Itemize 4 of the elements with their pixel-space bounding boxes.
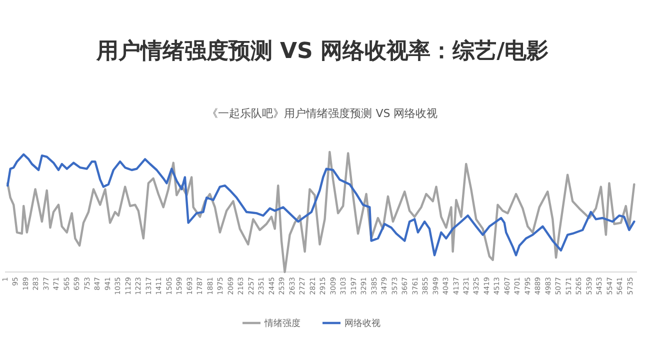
chart-title: 用户情绪强度预测 VS 网络收视率：综艺/电影: [95, 38, 549, 64]
legend-label: 网络收视: [344, 318, 380, 329]
legend-label: 情绪强度: [264, 318, 300, 329]
chart-subtitle: 《一起乐队吧》用户情绪强度预测 VS 网络收视: [207, 107, 438, 120]
